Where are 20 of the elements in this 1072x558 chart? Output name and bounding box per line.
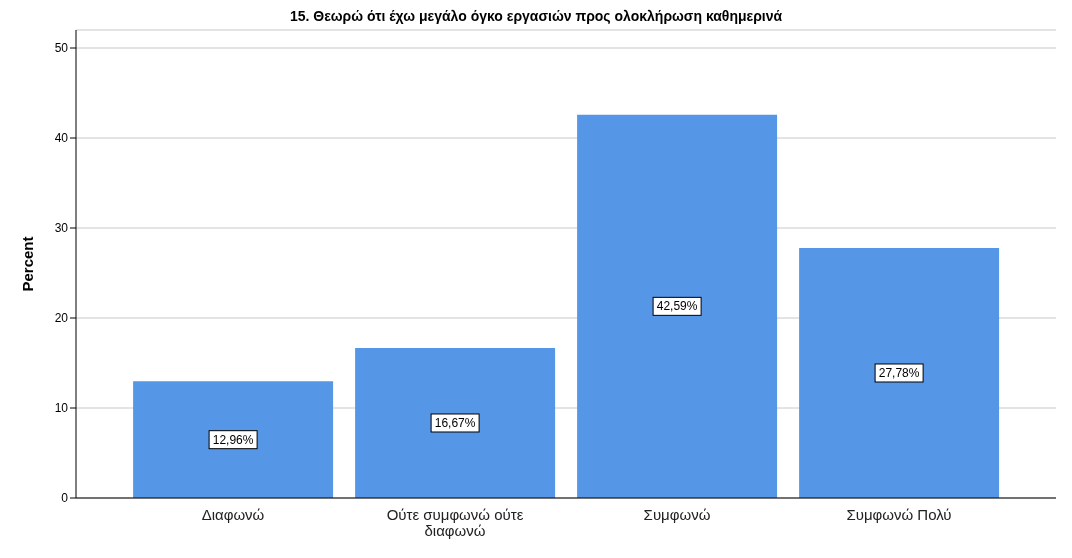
data-label: 42,59% [656, 299, 698, 314]
y-tick-label: 30 [54, 221, 69, 236]
chart-title: 15. Θεωρώ ότι έχω μεγάλο όγκο εργασιών προς ολοκλήρωση καθημερινά [288, 8, 784, 24]
y-tick-label: 10 [54, 401, 69, 416]
data-label: 12,96% [212, 432, 254, 447]
bar [355, 347, 556, 498]
y-tick-label: 0 [61, 491, 69, 506]
bar [799, 247, 1000, 498]
y-tick-label: 50 [54, 41, 69, 56]
y-tick-label: 20 [54, 311, 69, 326]
data-label: 27,78% [878, 365, 920, 380]
y-tick-label: 40 [54, 131, 69, 146]
bar [577, 114, 778, 498]
x-tick-label: Διαφωνώ [201, 506, 265, 523]
x-tick-label: Συμφωνώ Πολύ [846, 506, 952, 523]
bar [133, 381, 334, 498]
x-tick-label: Ούτε συμφωνώ ούτε διαφωνώ [386, 506, 524, 539]
x-tick-label: Συμφωνώ [643, 506, 711, 523]
y-axis-title: Percent [19, 236, 37, 292]
data-label: 16,67% [434, 415, 476, 430]
